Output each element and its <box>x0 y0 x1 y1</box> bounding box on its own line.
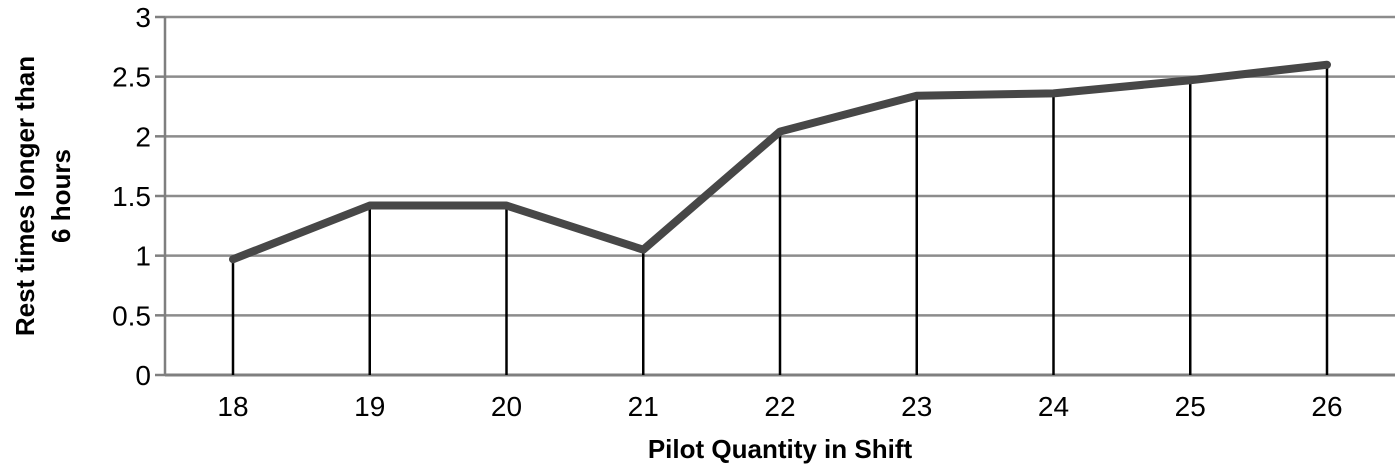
x-tick-label: 20 <box>491 391 522 422</box>
x-tick-label: 26 <box>1311 391 1342 422</box>
y-tick-label: 1.5 <box>112 181 151 212</box>
x-tick-label: 18 <box>217 391 248 422</box>
y-tick-label: 1 <box>135 241 151 272</box>
y-tick-label: 2.5 <box>112 62 151 93</box>
x-tick-label: 24 <box>1038 391 1069 422</box>
x-axis: 18 19 20 21 22 23 24 25 26 <box>165 373 1395 422</box>
x-tick-label: 22 <box>764 391 795 422</box>
x-axis-title: Pilot Quantity in Shift <box>648 434 913 464</box>
y-tick-label: 0.5 <box>112 300 151 331</box>
x-tick-label: 23 <box>901 391 932 422</box>
y-axis-title-line-2: 6 hours <box>46 149 76 243</box>
y-axis: 0 0.5 1 1.5 2 2.5 3 <box>112 2 167 391</box>
x-tick-label: 21 <box>628 391 659 422</box>
y-tick-label: 2 <box>135 121 151 152</box>
x-tick-label: 25 <box>1175 391 1206 422</box>
x-tick-label: 19 <box>354 391 385 422</box>
data-series-line <box>229 60 1331 264</box>
drop-lines <box>231 64 1329 375</box>
y-axis-title-line-1: Rest times longer than <box>10 56 40 336</box>
y-tick-label: 0 <box>135 360 151 391</box>
y-tick-label: 3 <box>135 2 151 33</box>
